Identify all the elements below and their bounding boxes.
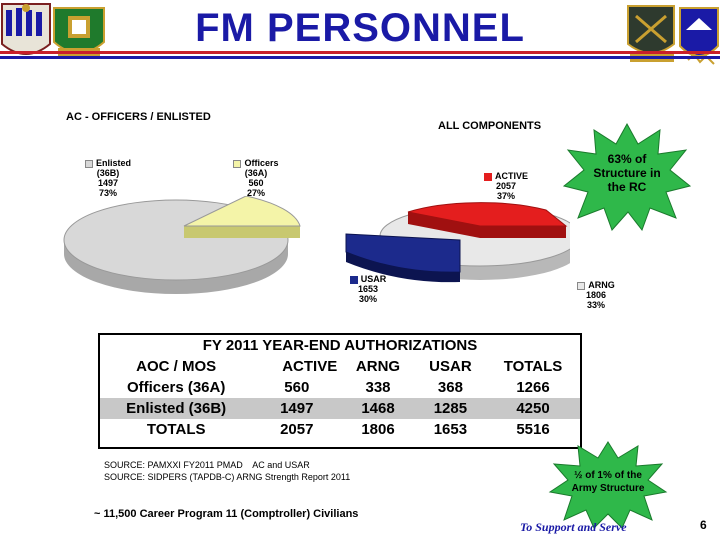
column-header: ARNG	[355, 358, 401, 375]
ac-chart-heading: AC - OFFICERS / ENLISTED	[66, 111, 211, 123]
enlisted-count: 1497	[97, 178, 119, 188]
all-chart-heading: ALL COMPONENTS	[438, 120, 542, 132]
unit-crest-icon	[627, 5, 719, 65]
civilians-note: ~ 11,500 Career Program 11 (Comptroller)…	[94, 508, 359, 520]
enlisted-legend: Enlisted (36B) 1497 73%	[78, 158, 138, 198]
officers-legend: Officers (36A) 560 27%	[226, 158, 286, 198]
officers-pct: 27%	[246, 188, 265, 198]
enlisted-label: Enlisted	[95, 158, 131, 168]
table-row: Enlisted (36B) 1497 1468 1285 4250	[100, 398, 580, 419]
page-title: FM PERSONNEL	[195, 6, 525, 50]
table-cell: 368	[437, 379, 463, 396]
arng-legend-swatch	[577, 281, 586, 290]
active-count: 2057	[495, 181, 517, 191]
authorizations-table: FY 2011 YEAR-END AUTHORIZATIONS AOC / MO…	[98, 333, 582, 449]
officers-slice	[183, 196, 301, 227]
header-rule-blue	[0, 56, 720, 59]
table-cell: 338	[365, 379, 391, 396]
source-notes: SOURCE: PAMXXI FY2011 PMAD AC and USAR S…	[104, 459, 524, 483]
burst-bottom-line1: ½ of 1% of the	[574, 470, 642, 481]
burst-top-line3: the RC	[607, 180, 647, 194]
table-header-row: AOC / MOS ACTIVE ARNG USAR TOTALS	[100, 356, 580, 377]
column-header: TOTALS	[503, 358, 563, 375]
arng-count: 1806	[585, 290, 607, 300]
usar-legend-swatch	[349, 275, 358, 284]
table-cell: 1285	[414, 398, 487, 419]
usar-slice-side	[346, 252, 460, 283]
table-row: TOTALS 2057 1806 1653 5516	[100, 419, 580, 440]
arng-legend: ARNG 1806 33%	[566, 280, 626, 310]
column-header: ACTIVE	[282, 358, 338, 375]
usar-label: USAR	[360, 274, 387, 284]
active-slice	[407, 202, 568, 227]
enlisted-code: (36B)	[96, 168, 120, 178]
arng-label: ARNG	[588, 280, 615, 290]
usar-count: 1653	[357, 284, 379, 294]
table-cell: TOTALS	[146, 421, 206, 438]
footer-motto: To Support and Serve	[520, 520, 627, 534]
officers-count: 560	[248, 178, 264, 188]
table-title-row: FY 2011 YEAR-END AUTHORIZATIONS	[100, 335, 580, 356]
active-pct: 37%	[496, 191, 515, 201]
active-legend: ACTIVE 2057 37%	[476, 171, 536, 201]
table-cell: 1266	[516, 379, 550, 396]
column-header: USAR	[429, 358, 472, 375]
page-number: 6	[700, 518, 707, 532]
enlisted-pct: 73%	[98, 188, 117, 198]
burst-top-line1: 63% of	[607, 152, 647, 166]
active-legend-swatch	[483, 172, 492, 181]
army-structure-starburst	[548, 441, 668, 529]
table-title: FY 2011 YEAR-END AUTHORIZATIONS	[202, 337, 478, 354]
army-structure-text: ½ of 1% of the Army Structure	[552, 469, 664, 495]
table-row: Officers (36A) 560 338 368 1266	[100, 377, 580, 398]
table-cell: 560	[284, 379, 310, 396]
table-cell: 4250	[486, 398, 580, 419]
source-line-1: SOURCE: PAMXXI FY2011 PMAD AC and USAR	[104, 460, 310, 470]
table-cell: 1497	[252, 398, 342, 419]
rc-structure-text: 63% of Structure in the RC	[576, 152, 678, 194]
table-cell: Officers (36A)	[126, 379, 226, 396]
table-cell: 2057	[280, 421, 314, 438]
arng-pct: 33%	[586, 300, 605, 310]
table-cell: 1653	[433, 421, 468, 438]
table-cell: 1468	[341, 398, 415, 419]
table-cell: Enlisted (36B)	[100, 398, 253, 419]
enlisted-legend-swatch	[84, 159, 93, 168]
burst-bottom-line2: Army Structure	[571, 483, 645, 494]
officers-slice-side	[184, 226, 300, 238]
header-rule-red	[0, 51, 720, 54]
column-header: AOC / MOS	[136, 358, 217, 375]
burst-top-line2: Structure in	[593, 166, 661, 180]
source-line-2: SOURCE: SIDPERS (TAPDB-C) ARNG Strength …	[104, 472, 351, 482]
right-insignia	[618, 0, 720, 78]
usar-pct: 30%	[358, 294, 377, 304]
rc-structure-starburst	[562, 122, 692, 232]
officers-label: Officers	[244, 158, 279, 168]
active-label: ACTIVE	[494, 171, 528, 181]
officers-legend-swatch	[233, 159, 242, 168]
usar-legend: USAR 1653 30%	[338, 274, 398, 304]
active-slice-side	[408, 212, 566, 238]
table-cell: 1806	[361, 421, 395, 438]
ac-pie-chart	[63, 196, 301, 294]
officers-code: (36A)	[244, 168, 268, 178]
table-cell: 5516	[516, 421, 550, 438]
all-components-pie-chart	[345, 202, 570, 283]
